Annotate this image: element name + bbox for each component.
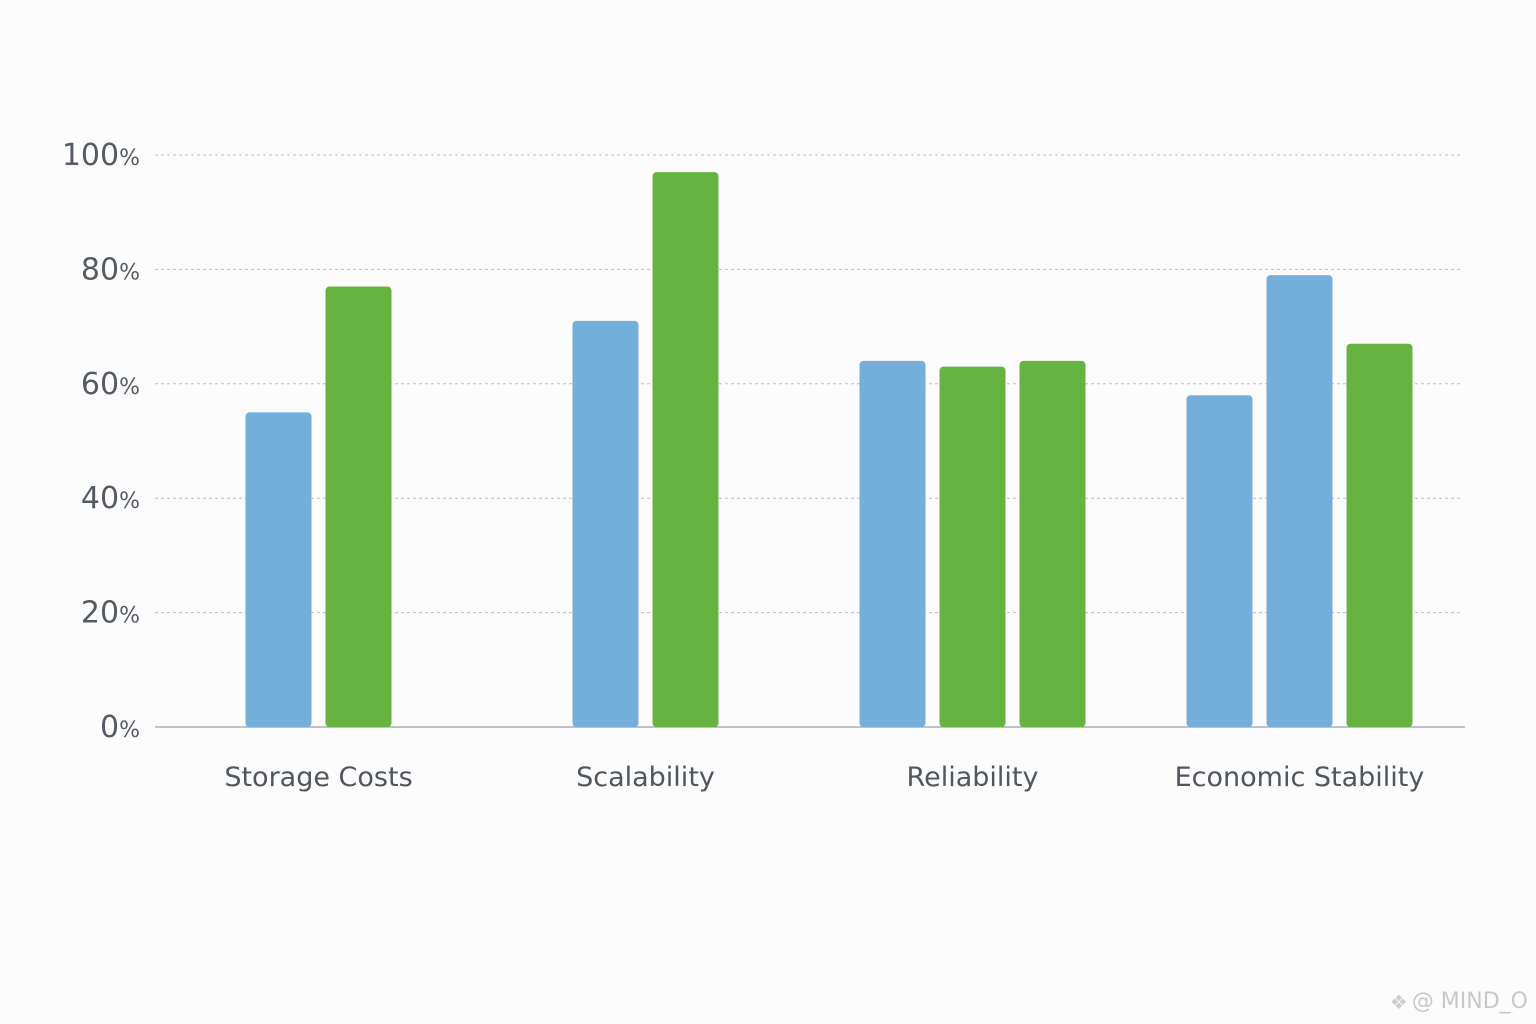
bar-reliability-1	[859, 360, 926, 727]
watermark-text: @ MIND_O	[1411, 989, 1528, 1014]
bar-economic-stability-3	[1346, 343, 1413, 727]
bar-reliability-3	[1019, 360, 1086, 727]
labels-layer: 0% 20% 40% 60% 80% 100% Storage Costs Scalabili…	[62, 138, 1425, 793]
bar-scalability-2	[652, 172, 719, 727]
y-tick-label: 60%	[81, 367, 140, 402]
watermark: ❖ @ MIND_O	[1390, 989, 1528, 1014]
bar-economic-stability-1	[1186, 395, 1253, 727]
y-tick-label: 80%	[81, 252, 140, 287]
bar-storage-costs-2	[325, 286, 392, 727]
diamond-logo-icon: ❖	[1389, 989, 1408, 1014]
y-tick-label: 0%	[100, 710, 140, 745]
bar-economic-stability-2	[1266, 275, 1333, 727]
x-tick-label: Economic Stability	[1175, 762, 1425, 793]
bar-reliability-2	[939, 366, 1006, 727]
x-tick-label: Storage Costs	[224, 762, 412, 793]
bars-layer	[245, 172, 1413, 727]
y-tick-label: 20%	[81, 596, 140, 631]
x-tick-label: Scalability	[576, 762, 715, 793]
y-tick-label: 100%	[62, 138, 140, 173]
y-tick-label: 40%	[81, 481, 140, 516]
bar-storage-costs-1	[245, 412, 312, 727]
bar-scalability-1	[572, 320, 639, 727]
x-tick-label: Reliability	[907, 762, 1039, 793]
